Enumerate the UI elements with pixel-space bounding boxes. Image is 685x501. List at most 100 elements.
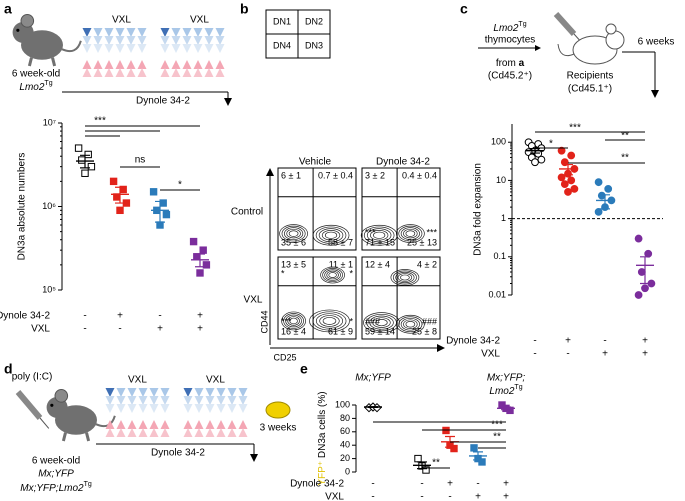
- injection-triangle: [105, 404, 115, 413]
- condition-value: -: [448, 492, 451, 501]
- injection-triangle: [104, 68, 114, 77]
- column-label: Vehicle: [299, 157, 332, 168]
- injection-triangle: [193, 36, 203, 45]
- wait-label: 3 weeks: [260, 423, 297, 434]
- panel-letter: a: [4, 1, 12, 17]
- treatment-label: VXL: [128, 375, 147, 386]
- data-point: [531, 158, 539, 167]
- condition-value: +: [197, 324, 203, 335]
- injection-triangle: [160, 36, 170, 45]
- error-bar: [563, 163, 573, 176]
- data-point: [196, 269, 204, 277]
- injection-triangle: [149, 396, 159, 405]
- drug-label: Dynole 34-2: [151, 448, 205, 459]
- mouse-leg: [51, 57, 57, 67]
- quadrant-value: 16 ± 4: [281, 326, 306, 336]
- injection-triangle: [104, 44, 114, 53]
- quadrant-value: 25 ± 13: [407, 237, 437, 247]
- error-bar: [530, 148, 540, 154]
- injection-triangle: [127, 388, 137, 397]
- mouse-ear: [605, 23, 617, 35]
- injection-triangle: [138, 420, 148, 429]
- data-point: [644, 249, 653, 258]
- data-point: [149, 188, 158, 196]
- data-point: [84, 150, 92, 159]
- injection-triangle: [116, 404, 126, 413]
- donor: Lmo2: [493, 23, 518, 34]
- condition-value: -: [371, 492, 374, 501]
- significance: ***: [569, 123, 581, 134]
- data-point: [478, 458, 486, 466]
- injection-triangle: [115, 28, 125, 37]
- significance: ***: [281, 316, 292, 326]
- injection-triangle: [171, 68, 181, 77]
- significance: **: [621, 153, 629, 164]
- mouse-ear: [54, 389, 69, 403]
- injection-triangle: [171, 60, 181, 69]
- contour: [363, 226, 395, 244]
- injection-triangle: [149, 428, 159, 437]
- data-point: [414, 454, 422, 463]
- injection-triangle: [160, 28, 170, 37]
- y-tick-label: 80: [340, 413, 350, 423]
- data-point: [637, 268, 646, 276]
- significance: ***: [365, 227, 376, 237]
- contour: [400, 227, 420, 240]
- error-bar: [195, 253, 205, 268]
- contour: [321, 229, 341, 241]
- injection-triangle: [238, 404, 248, 413]
- injection-triangle: [216, 404, 226, 413]
- quadrant-label: DN3: [305, 40, 323, 50]
- y-tick-label: 100: [491, 137, 506, 147]
- quadrant-value: 59 ± 14: [365, 326, 395, 336]
- injection-triangle: [127, 404, 137, 413]
- data-point: [159, 199, 167, 207]
- error-bar: [473, 451, 483, 461]
- injection-triangle: [205, 404, 215, 413]
- significance: ***: [94, 116, 106, 127]
- quadrant-value: 25 ± 8: [412, 326, 437, 336]
- significance: ns: [135, 155, 146, 166]
- contour: [373, 231, 386, 239]
- injection-triangle: [126, 68, 136, 77]
- contour: [283, 313, 304, 329]
- injection-triangle: [82, 28, 92, 37]
- condition-value: +: [642, 336, 648, 347]
- condition-value: -: [533, 336, 536, 347]
- row-label: Control: [231, 207, 263, 218]
- data-point: [557, 173, 566, 182]
- injection-triangle: [149, 388, 159, 397]
- quadrant-value: 12 ± 4: [365, 259, 390, 269]
- condition-value: -: [83, 324, 86, 335]
- injection-triangle: [116, 428, 126, 437]
- donor-label: Lmo2Tg: [493, 21, 526, 34]
- injection-triangle: [138, 388, 148, 397]
- injection-triangle: [127, 396, 137, 405]
- arrow-head: [437, 344, 445, 352]
- data-point: [78, 156, 86, 164]
- panel-letter: e: [300, 361, 308, 377]
- panel-letter: d: [4, 361, 13, 377]
- group-header-part: Lmo2: [489, 386, 514, 397]
- mouse-eye: [16, 28, 20, 32]
- data-point: [81, 169, 89, 177]
- recipients-label: Recipients: [567, 71, 614, 82]
- contour: [392, 270, 417, 285]
- mouse-tail: [61, 40, 82, 53]
- injection-triangle: [137, 28, 147, 37]
- injection-triangle: [137, 36, 147, 45]
- contour: [400, 274, 410, 281]
- injection-triangle: [238, 420, 248, 429]
- syringe-needle: [39, 417, 50, 429]
- condition-value: +: [642, 349, 648, 360]
- panel-letter: b: [240, 1, 249, 17]
- quadrant-label: DN2: [305, 16, 323, 26]
- condition-value: +: [602, 349, 608, 360]
- injection-triangle: [105, 396, 115, 405]
- strain-label: Lmo2Tg: [19, 80, 52, 93]
- injection-triangle: [238, 428, 248, 437]
- data-point: [634, 234, 643, 243]
- injection-triangle: [182, 44, 192, 53]
- injection-triangle: [216, 396, 226, 405]
